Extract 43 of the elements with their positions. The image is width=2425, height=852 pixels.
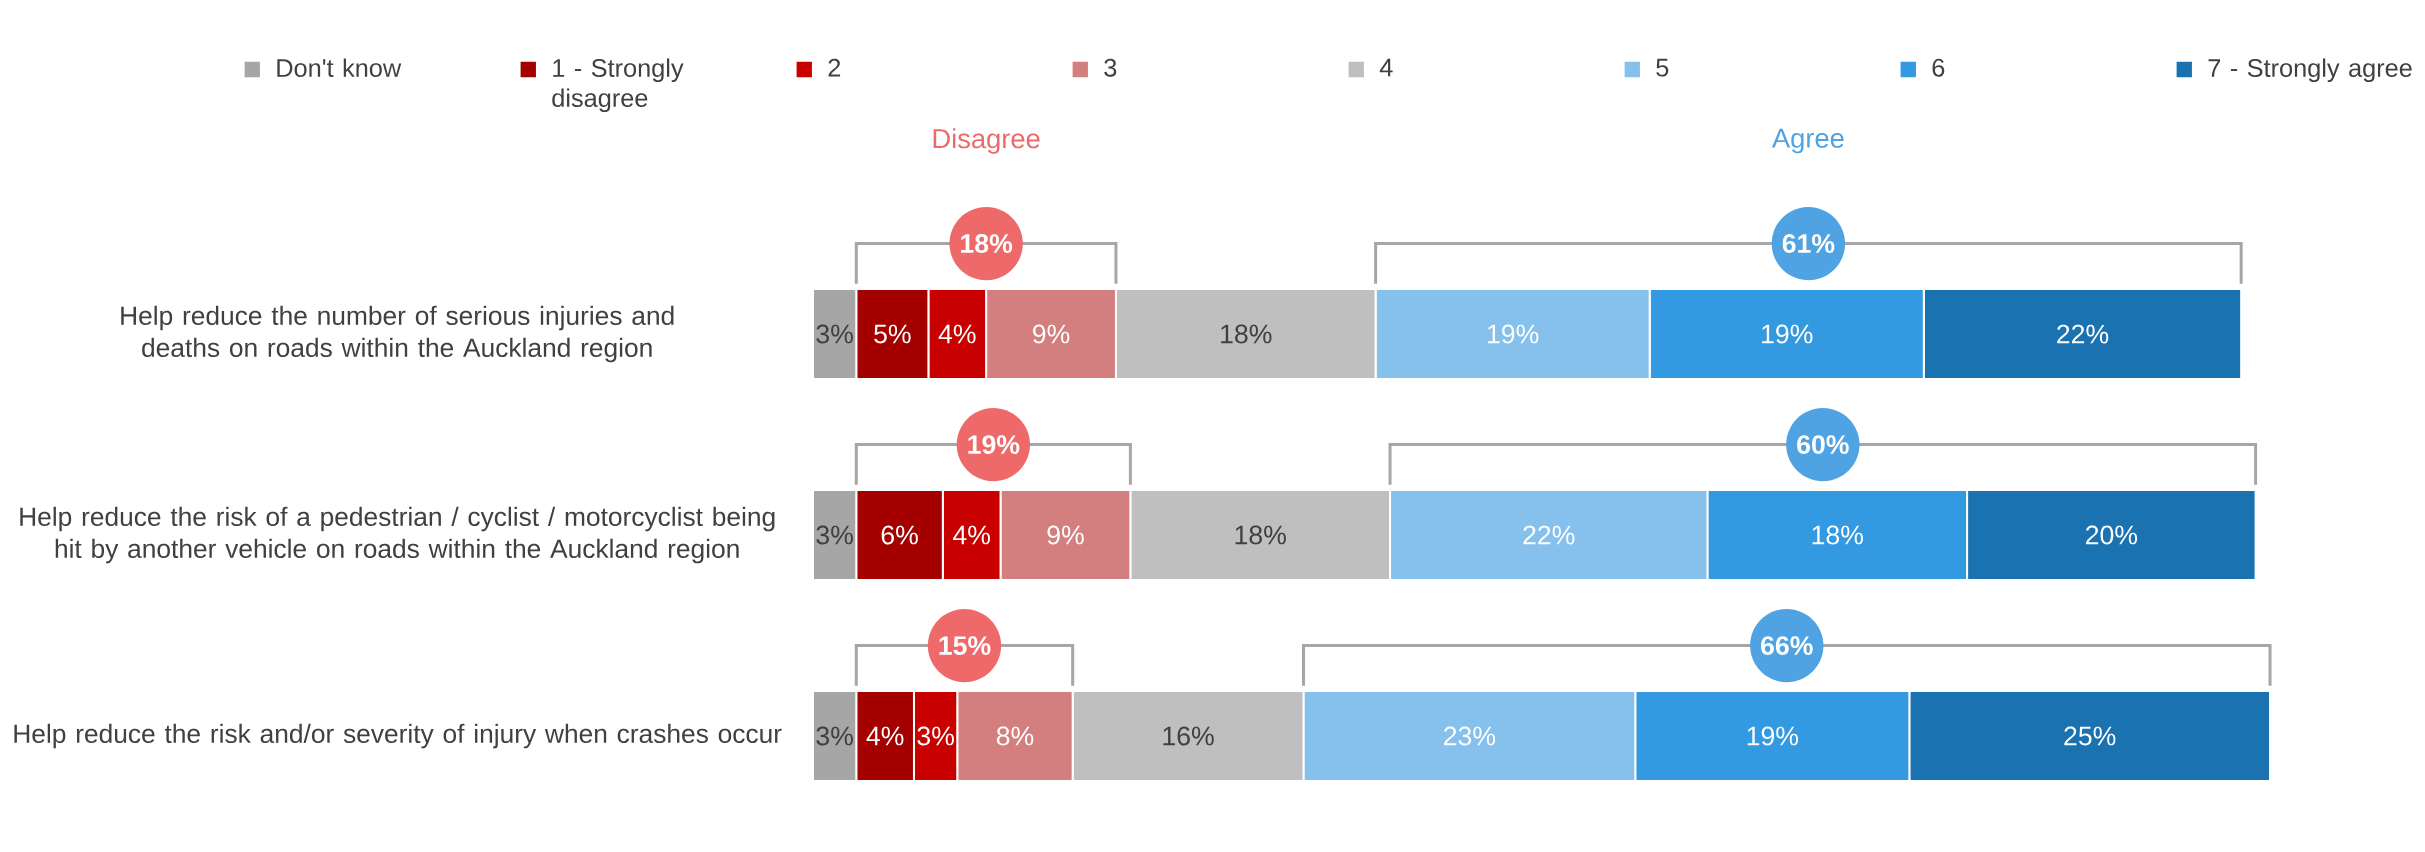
data-label: 9% xyxy=(1033,324,1070,344)
data-label: 19% xyxy=(1747,726,1799,746)
data-label: 19% xyxy=(1488,324,1539,344)
legend-label: 3 xyxy=(1104,58,1117,77)
data-label: 6% xyxy=(881,525,918,545)
annotation: 60% xyxy=(1797,435,1849,455)
legend-label: 6 xyxy=(1932,58,1945,77)
data-label: 4% xyxy=(866,726,904,746)
legend-label: 1 - Strongly disagree xyxy=(552,58,684,113)
annotation: 15% xyxy=(939,636,991,655)
annotation: 66% xyxy=(1761,636,1813,656)
text: Agree xyxy=(1771,128,1844,154)
data-label: 8% xyxy=(996,726,1034,746)
data-label: 18% xyxy=(1221,324,1272,344)
data-label: 18% xyxy=(1812,525,1863,545)
legend-label: 5 xyxy=(1656,58,1669,77)
data-label: 16% xyxy=(1163,726,1214,746)
data-label: 22% xyxy=(1523,525,1575,545)
data-label: 25% xyxy=(2064,726,2116,746)
data-label: 18% xyxy=(1235,525,1286,545)
data-label: 9% xyxy=(1047,525,1084,545)
data-label: 4% xyxy=(938,324,976,344)
annotation: 19% xyxy=(968,435,1020,455)
data-label: 3% xyxy=(816,726,853,746)
annotation: 61% xyxy=(1782,234,1835,253)
data-label: 3% xyxy=(917,726,954,746)
legend-label: Don't know xyxy=(277,58,402,78)
y-tick-label: Help reduce the risk of a pedestrian / cyclist / motorcyclist being hit by another vehicle on roads within the Auckland region xyxy=(20,506,775,564)
data-label: 5% xyxy=(874,324,911,344)
data-label: 23% xyxy=(1444,726,1496,746)
data-label: 3% xyxy=(816,525,853,545)
legend-label: 4 xyxy=(1379,58,1393,77)
data-label: 3% xyxy=(816,324,853,344)
y-tick-label: Help reduce the risk and/or severity of injury when crashes occur xyxy=(14,723,782,749)
data-label: 19% xyxy=(1762,324,1813,344)
legend-label: 7 - Strongly agree xyxy=(2208,58,2412,83)
annotation: 18% xyxy=(961,234,1013,253)
data-label: 22% xyxy=(2057,324,2109,344)
text: Disagree xyxy=(933,128,1040,154)
data-label: 20% xyxy=(2086,525,2138,545)
data-label: 4% xyxy=(953,525,990,545)
legend-label: 2 xyxy=(828,58,841,77)
y-tick-label: Help reduce the number of serious injuries and deaths on roads within the Auckland region xyxy=(121,305,674,363)
